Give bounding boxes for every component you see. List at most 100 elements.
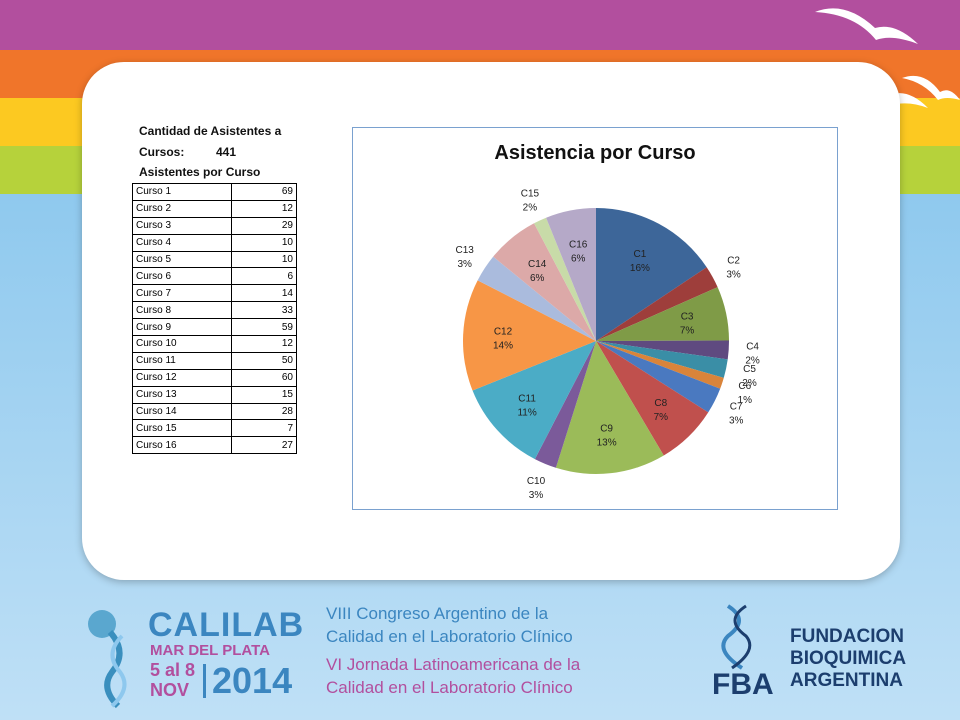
table-row: Curso 16 27 [132, 436, 297, 455]
table-row: Curso 13 15 [132, 385, 297, 404]
table-row: Curso 15 7 [132, 419, 297, 438]
pie-slice-c8 [596, 341, 709, 456]
pie-label-percent: 14% [493, 341, 513, 352]
pie-label-percent: 3% [529, 490, 544, 501]
pie-slice-c12 [462, 280, 596, 391]
brand-city: MAR DEL PLATA [150, 642, 270, 659]
event-line3: VI Jornada Latinoamericana de la [326, 655, 581, 674]
table-row: Curso 3 29 [132, 216, 297, 235]
pie-label-percent: 2% [523, 203, 538, 214]
pie-label-category: C14 [528, 259, 547, 270]
pie-label-category: C12 [494, 327, 513, 338]
table-row: Curso 5 10 [132, 250, 297, 269]
course-count-cell: 12 [231, 335, 297, 353]
pie-label-percent: 3% [457, 259, 472, 270]
brand-year: 2014 [212, 660, 293, 701]
course-count-cell: 60 [231, 368, 297, 387]
course-name-cell: Curso 9 [132, 318, 232, 337]
pie-label-category: C5 [743, 364, 756, 375]
course-name-cell: Curso 6 [132, 267, 232, 286]
stripe-purple [0, 0, 960, 50]
org-line3: ARGENTINA [790, 670, 903, 691]
course-name-cell: Curso 12 [132, 368, 232, 387]
pie-slice-c7 [596, 341, 721, 413]
pie-label-category: C9 [600, 424, 613, 435]
table-row: Curso 10 12 [132, 335, 297, 353]
course-name-cell: Curso 2 [132, 199, 232, 218]
pie-slice-c9 [555, 341, 664, 475]
pie-label-category: C11 [518, 394, 536, 405]
course-count-cell: 10 [231, 233, 297, 252]
pie-label-percent: 7% [680, 326, 695, 337]
event-line1: VIII Congreso Argentino de la [326, 604, 549, 623]
course-name-cell: Curso 13 [132, 385, 232, 404]
pie-slice-c16 [546, 208, 596, 341]
course-count-cell: 29 [231, 216, 297, 235]
pie-slice-c6 [596, 341, 724, 389]
fba-acronym: FBA [712, 668, 774, 701]
course-name-cell: Curso 3 [132, 216, 232, 235]
pie-slice-c4 [596, 340, 730, 360]
pie-label-category: C4 [746, 342, 759, 353]
pie-label-category: C8 [654, 398, 667, 409]
table-heading: Asistentes por Curso [139, 165, 261, 179]
pie-slice-c5 [596, 341, 728, 378]
chart-title: Asistencia por Curso [494, 142, 696, 164]
pie-slice-c2 [596, 267, 718, 341]
table-row: Curso 1 69 [132, 183, 297, 201]
pie-label-percent: 3% [726, 269, 741, 280]
pie-slice-c1 [596, 208, 707, 341]
course-count-cell: 50 [231, 351, 297, 370]
table-row: Curso 8 33 [132, 301, 297, 320]
pie-chart: C116%C23%C37%C42%C52%C61%C73%C87%C913%C1… [456, 189, 760, 502]
course-name-cell: Curso 5 [132, 250, 232, 269]
attendance-table: Curso 1 69 Curso 2 12 Curso 3 29 Curso 4 10 Curs… [132, 183, 297, 455]
table-row: Curso 2 12 [132, 199, 297, 218]
org-line1: FUNDACION [790, 626, 904, 647]
event-line4: Calidad en el Laboratorio Clínico [326, 678, 573, 697]
brand-divider [203, 664, 206, 698]
org-line2: BIOQUIMICA [790, 648, 907, 669]
course-count-cell: 69 [231, 183, 297, 201]
heading-line1: Cantidad de Asistentes a [139, 124, 282, 138]
pie-label-category: C6 [738, 381, 751, 392]
pie-label-percent: 2% [745, 356, 760, 367]
pie-label-percent: 6% [530, 273, 545, 284]
dna-logo-icon [88, 610, 127, 709]
table-row: Curso 9 59 [132, 318, 297, 337]
course-count-cell: 14 [231, 284, 297, 303]
course-count-cell: 10 [231, 250, 297, 269]
course-name-cell: Curso 8 [132, 301, 232, 320]
course-name-cell: Curso 15 [132, 419, 232, 438]
cursos-total: 441 [216, 145, 237, 159]
table-row: Curso 14 28 [132, 402, 297, 421]
pie-label-percent: 6% [571, 254, 586, 265]
course-count-cell: 28 [231, 402, 297, 421]
event-line2: Calidad en el Laboratorio Clínico [326, 627, 573, 646]
pie-label-percent: 11% [517, 408, 536, 419]
course-count-cell: 15 [231, 385, 297, 404]
course-count-cell: 33 [231, 301, 297, 320]
brand-dates: 5 al 8 [150, 660, 196, 680]
table-row: Curso 4 10 [132, 233, 297, 252]
pie-slice-c13 [477, 256, 596, 341]
pie-label-category: C7 [730, 402, 743, 413]
table-row: Curso 11 50 [132, 351, 297, 370]
table-row: Curso 12 60 [132, 368, 297, 387]
chart-panel: Asistencia por Curso C1 16% C2 3% C3 7% C4 2% C5… [352, 127, 838, 510]
brand-calilab: CALILAB [148, 606, 305, 644]
pie-slice-c3 [596, 287, 729, 341]
course-name-cell: Curso 16 [132, 436, 232, 455]
course-count-cell: 7 [231, 419, 297, 438]
course-name-cell: Curso 10 [132, 335, 232, 353]
pie-label-percent: 7% [654, 412, 669, 423]
pie-label-percent: 1% [738, 395, 753, 406]
table-row: Curso 7 14 [132, 284, 297, 303]
footer: CALILAB MAR DEL PLATA 5 al 8 NOV 2014 VI… [0, 580, 960, 720]
pie-label-percent: 16% [630, 263, 650, 274]
course-name-cell: Curso 11 [132, 351, 232, 370]
course-count-cell: 6 [231, 267, 297, 286]
course-count-cell: 12 [231, 199, 297, 218]
cursos-label: Cursos: [139, 145, 185, 159]
